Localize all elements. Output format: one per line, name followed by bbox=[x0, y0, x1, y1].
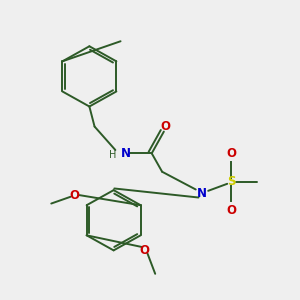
Text: H: H bbox=[109, 150, 117, 161]
Text: N: N bbox=[197, 187, 207, 200]
Text: N: N bbox=[121, 147, 131, 160]
Text: O: O bbox=[226, 147, 236, 160]
Text: O: O bbox=[70, 189, 80, 202]
Text: O: O bbox=[160, 120, 170, 133]
Text: O: O bbox=[226, 204, 236, 217]
Text: O: O bbox=[140, 244, 150, 257]
Text: S: S bbox=[227, 175, 236, 188]
